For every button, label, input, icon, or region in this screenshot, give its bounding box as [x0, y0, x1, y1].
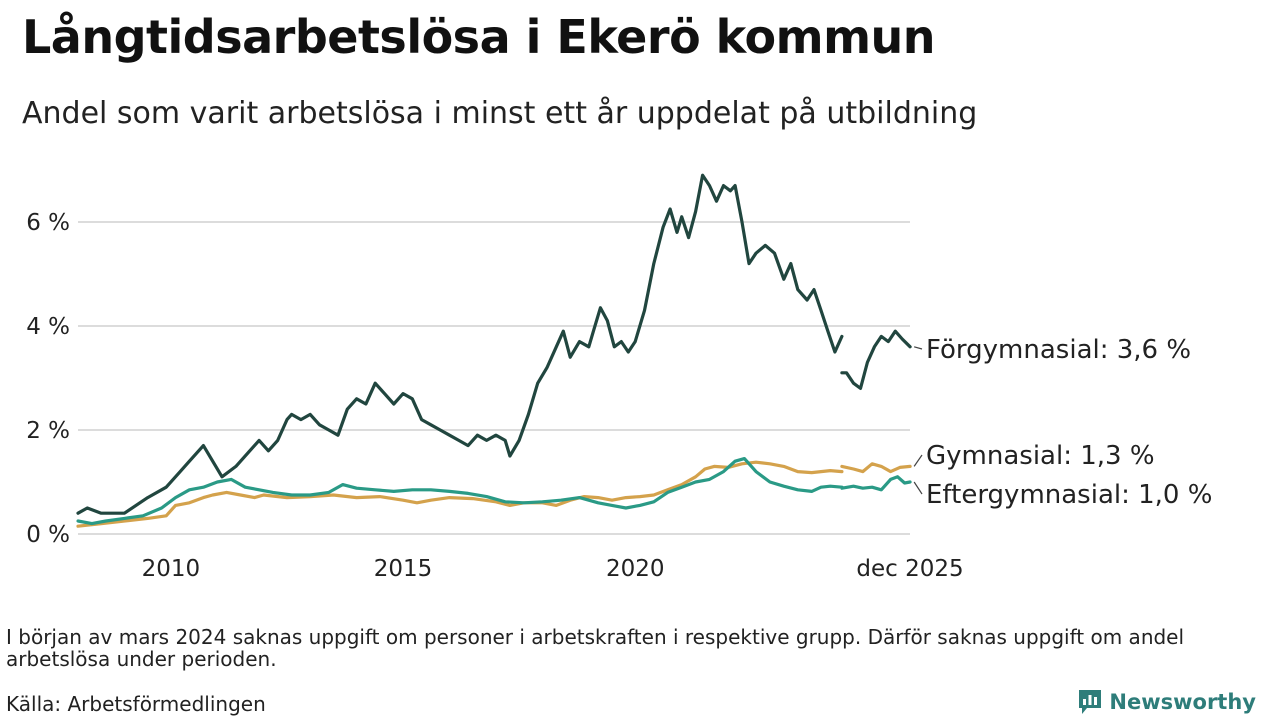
grid-lines [78, 221, 910, 535]
series-label: Gymnasial: 1,3 % [926, 441, 1155, 471]
x-tick-label: 2015 [374, 556, 433, 582]
y-tick-label: 0 % [26, 522, 70, 548]
series-labels: Förgymnasial: 3,6 % Gymnasial: 1,3 % Efter… [913, 335, 1212, 510]
brand-name: Newsworthy [1109, 690, 1256, 714]
x-axis: 2010 2015 2020 dec 2025 [142, 556, 964, 582]
page-title: Långtidsarbetslösa i Ekerö kommun [22, 10, 936, 64]
x-tick-label: 2020 [606, 556, 665, 582]
page-subtitle: Andel som varit arbetslösa i minst ett å… [22, 96, 978, 131]
source-text: Källa: Arbetsförmedlingen [6, 692, 266, 716]
y-axis: 0 % 2 % 4 % 6 % [26, 210, 70, 548]
x-tick-label: dec 2025 [856, 556, 963, 582]
series-label: Förgymnasial: 3,6 % [926, 335, 1191, 365]
y-tick-label: 2 % [26, 418, 70, 444]
series-lines [76, 173, 912, 528]
label-leader [913, 481, 923, 495]
x-tick-label: 2010 [142, 556, 201, 582]
footnote: I början av mars 2024 saknas uppgift om … [6, 625, 1185, 671]
label-leader [913, 454, 923, 467]
newsworthy-icon [1079, 690, 1102, 714]
series-line-eftergymnasial [76, 457, 912, 526]
series-line-förgymnasial [76, 173, 912, 515]
series-label: Eftergymnasial: 1,0 % [926, 480, 1212, 510]
brand-logo: Newsworthy [1077, 688, 1256, 716]
y-tick-label: 4 % [26, 314, 70, 340]
series-line-gymnasial [76, 460, 912, 528]
y-tick-label: 6 % [26, 210, 70, 236]
line-chart: 0 % 2 % 4 % 6 % 2010 2015 2020 dec 2025 Förgym… [26, 173, 1212, 582]
label-leader [913, 346, 923, 350]
